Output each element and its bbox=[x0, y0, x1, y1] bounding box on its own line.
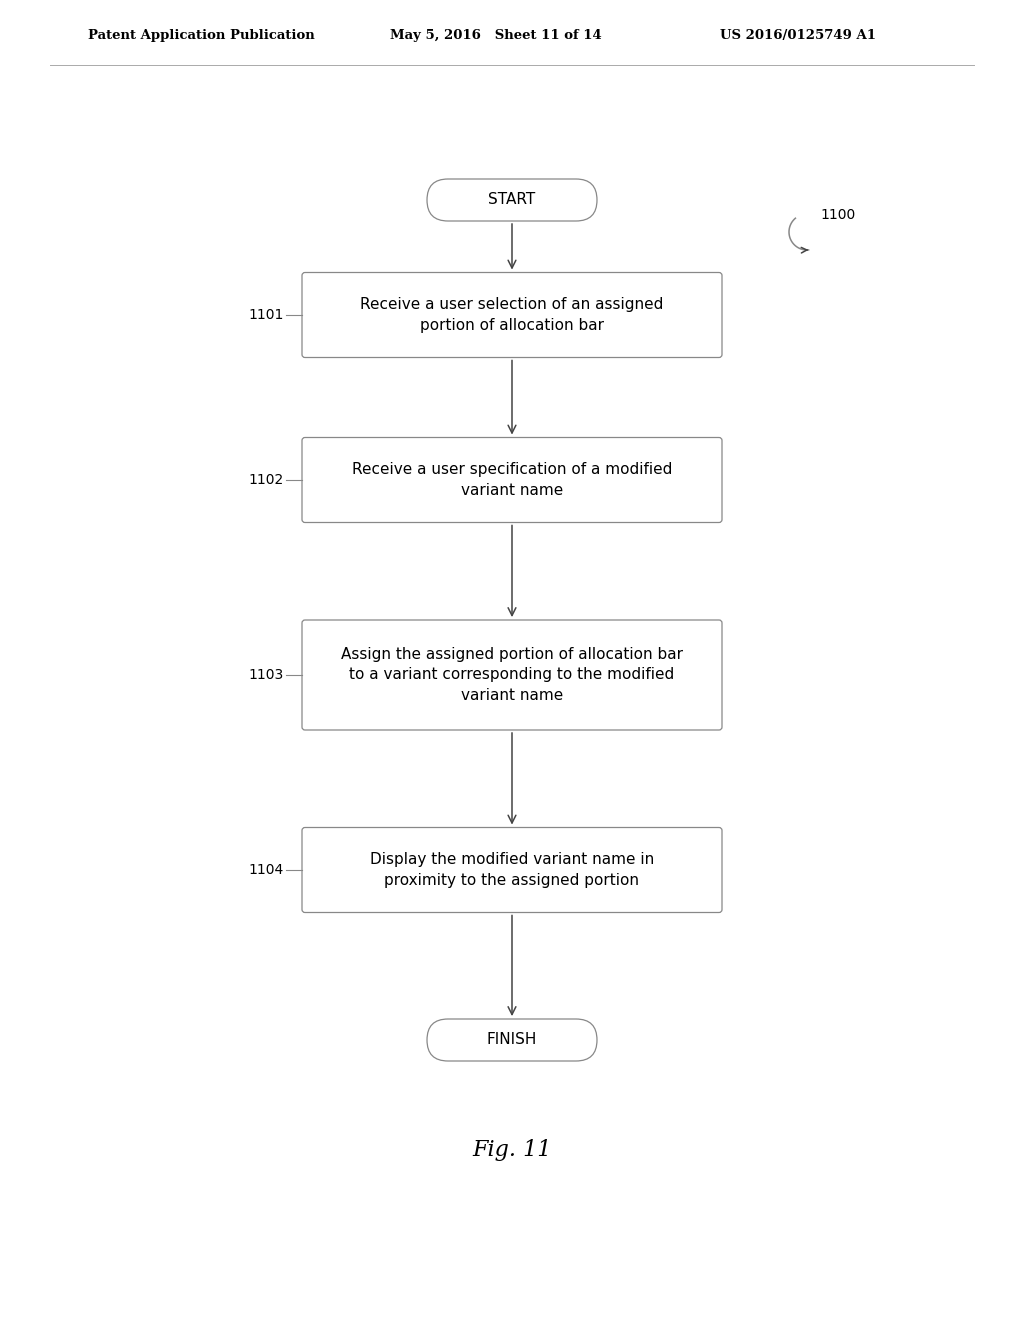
Text: 1103: 1103 bbox=[249, 668, 284, 682]
FancyBboxPatch shape bbox=[302, 437, 722, 523]
Text: 1102: 1102 bbox=[249, 473, 284, 487]
Text: Display the modified variant name in
proximity to the assigned portion: Display the modified variant name in pro… bbox=[370, 851, 654, 888]
Text: Fig. 11: Fig. 11 bbox=[472, 1139, 552, 1162]
FancyBboxPatch shape bbox=[427, 180, 597, 220]
Text: May 5, 2016   Sheet 11 of 14: May 5, 2016 Sheet 11 of 14 bbox=[390, 29, 602, 41]
Text: START: START bbox=[488, 193, 536, 207]
Text: Assign the assigned portion of allocation bar
to a variant corresponding to the : Assign the assigned portion of allocatio… bbox=[341, 647, 683, 704]
Text: 1101: 1101 bbox=[249, 308, 284, 322]
Text: 1100: 1100 bbox=[820, 209, 855, 222]
FancyBboxPatch shape bbox=[302, 272, 722, 358]
FancyBboxPatch shape bbox=[302, 828, 722, 912]
Text: Patent Application Publication: Patent Application Publication bbox=[88, 29, 314, 41]
Text: US 2016/0125749 A1: US 2016/0125749 A1 bbox=[720, 29, 876, 41]
FancyBboxPatch shape bbox=[302, 620, 722, 730]
FancyBboxPatch shape bbox=[427, 1019, 597, 1061]
Text: Receive a user selection of an assigned
portion of allocation bar: Receive a user selection of an assigned … bbox=[360, 297, 664, 333]
Text: 1104: 1104 bbox=[249, 863, 284, 876]
Text: FINISH: FINISH bbox=[486, 1032, 538, 1048]
Text: Receive a user specification of a modified
variant name: Receive a user specification of a modifi… bbox=[352, 462, 672, 498]
